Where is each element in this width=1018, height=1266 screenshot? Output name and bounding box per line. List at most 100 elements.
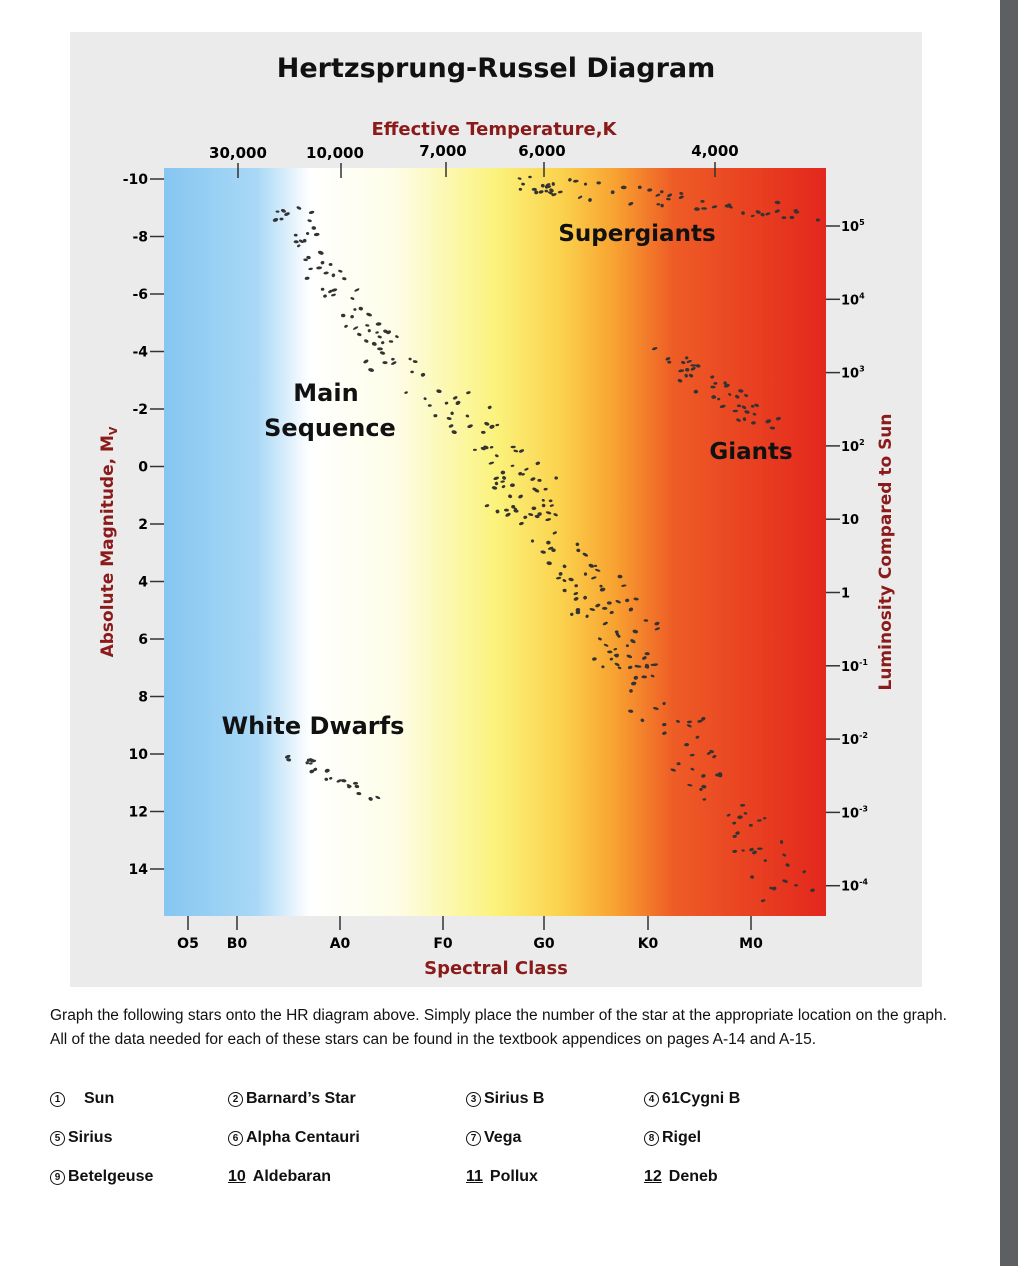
- star-dot: [644, 652, 650, 656]
- star-dot: [781, 216, 787, 220]
- star-dot: [757, 847, 763, 850]
- star-dot: [689, 753, 695, 757]
- star-dot: [554, 476, 558, 480]
- star-dot: [303, 258, 308, 262]
- star-dot: [481, 430, 486, 434]
- magnitude-tick-label: 10: [129, 747, 149, 763]
- star-dot: [588, 198, 592, 202]
- star-dot: [735, 394, 740, 399]
- star-dot: [543, 487, 548, 491]
- star-dot: [388, 340, 394, 343]
- star-dot: [538, 190, 544, 194]
- magnitude-tick-label: -10: [123, 172, 149, 188]
- star-dot: [504, 508, 509, 512]
- star-dot: [444, 401, 449, 405]
- star-dot: [304, 276, 310, 280]
- star-dot: [375, 331, 379, 334]
- star-list-item: 5 Sirius: [50, 1129, 112, 1147]
- star-dot: [391, 361, 397, 365]
- magnitude-tick-label: -2: [132, 402, 148, 418]
- star-dot: [346, 784, 352, 788]
- star-name: Rigel: [662, 1129, 702, 1146]
- star-dot: [750, 875, 755, 879]
- star-dot: [685, 367, 690, 372]
- star-dot: [306, 255, 311, 260]
- star-dot: [610, 190, 615, 195]
- star-dot: [660, 203, 664, 208]
- star-dot: [621, 584, 627, 587]
- star-dot: [350, 314, 354, 319]
- star-dot: [530, 477, 536, 481]
- star-dot: [690, 364, 697, 367]
- circled-number-icon: 3: [466, 1091, 481, 1107]
- star-list-item: 9 Betelgeuse: [50, 1168, 153, 1186]
- star-dot: [533, 488, 540, 493]
- star-dot: [726, 813, 731, 817]
- star-dot: [488, 461, 495, 465]
- star-dot: [352, 781, 359, 785]
- star-list-item: 7 Vega: [466, 1129, 521, 1147]
- star-dot: [316, 266, 322, 270]
- star-dot: [687, 783, 693, 787]
- magnitude-tick-label: 4: [138, 575, 148, 591]
- star-dot: [686, 360, 692, 363]
- star-dot: [713, 381, 718, 385]
- star-dot: [710, 385, 716, 389]
- star-dot: [381, 341, 385, 345]
- luminosity-tick-label: 102: [841, 438, 865, 455]
- star-dot: [546, 561, 552, 566]
- star-dot: [367, 329, 371, 333]
- temperature-axis-title: Effective Temperature,K: [372, 119, 618, 140]
- star-dot: [313, 767, 318, 772]
- star-dot: [603, 643, 609, 647]
- star-dot: [540, 183, 545, 188]
- star-number: 12: [644, 1168, 662, 1185]
- star-dot: [719, 404, 726, 409]
- circled-number-icon: 7: [466, 1130, 481, 1146]
- temp-tick-30000: 30,000: [209, 144, 267, 162]
- star-dot: [545, 518, 552, 522]
- star-dot: [591, 576, 597, 580]
- spectral-tick-label: F0: [433, 936, 453, 952]
- star-points: [272, 175, 820, 903]
- star-dot: [592, 657, 597, 661]
- star-dot: [573, 592, 579, 596]
- magnitude-tick-label: 14: [129, 862, 149, 878]
- diagram-title: Hertzsprung-Russel Diagram: [277, 53, 716, 84]
- star-dot: [508, 494, 513, 499]
- star-dot: [491, 486, 498, 490]
- star-dot: [660, 190, 664, 194]
- star-dot: [329, 776, 333, 780]
- spectral-tick-label: K0: [638, 936, 659, 952]
- star-dot: [712, 754, 717, 759]
- star-dot: [489, 446, 494, 449]
- star-dot: [632, 629, 639, 634]
- star-dot: [609, 610, 614, 615]
- star-dot: [427, 404, 432, 407]
- star-dot: [521, 182, 525, 186]
- star-dot: [551, 548, 556, 553]
- star-dot: [629, 689, 633, 693]
- star-dot: [710, 375, 715, 379]
- star-dot: [494, 454, 499, 458]
- star-dot: [377, 335, 382, 339]
- star-dot: [493, 476, 499, 481]
- star-dot: [750, 404, 755, 408]
- circled-number-icon: 1: [50, 1091, 65, 1107]
- star-dot: [782, 853, 787, 857]
- star-dot: [815, 218, 820, 222]
- star-dot: [595, 603, 601, 608]
- star-dot: [448, 424, 454, 428]
- star-dot: [744, 410, 750, 414]
- star-dot: [562, 564, 567, 569]
- star-dot: [353, 308, 357, 311]
- star-dot: [666, 197, 671, 201]
- star-dot: [433, 414, 438, 418]
- star-dot: [446, 417, 452, 420]
- star-list-item: 11 Pollux: [466, 1168, 538, 1186]
- star-dot: [594, 568, 601, 572]
- star-dot: [513, 509, 519, 513]
- circled-number-icon: 4: [644, 1091, 659, 1107]
- star-dot: [577, 195, 583, 199]
